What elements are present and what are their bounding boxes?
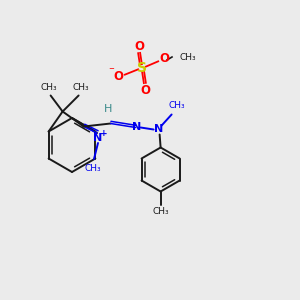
- Text: S: S: [137, 61, 147, 75]
- Text: O: O: [140, 83, 150, 97]
- Text: O: O: [113, 70, 123, 83]
- Text: CH₃: CH₃: [152, 208, 169, 217]
- Text: CH₃: CH₃: [180, 52, 196, 62]
- Text: CH₃: CH₃: [85, 164, 101, 173]
- Text: CH₃: CH₃: [40, 83, 57, 92]
- Text: O: O: [134, 40, 144, 53]
- Text: H: H: [103, 103, 112, 113]
- Text: O: O: [159, 52, 169, 65]
- Text: +: +: [100, 130, 108, 139]
- Text: CH₃: CH₃: [168, 100, 185, 109]
- Text: N: N: [132, 122, 141, 131]
- Text: N: N: [154, 124, 163, 134]
- Text: CH₃: CH₃: [72, 83, 89, 92]
- Text: N: N: [93, 133, 103, 143]
- Text: ⁻: ⁻: [108, 66, 114, 76]
